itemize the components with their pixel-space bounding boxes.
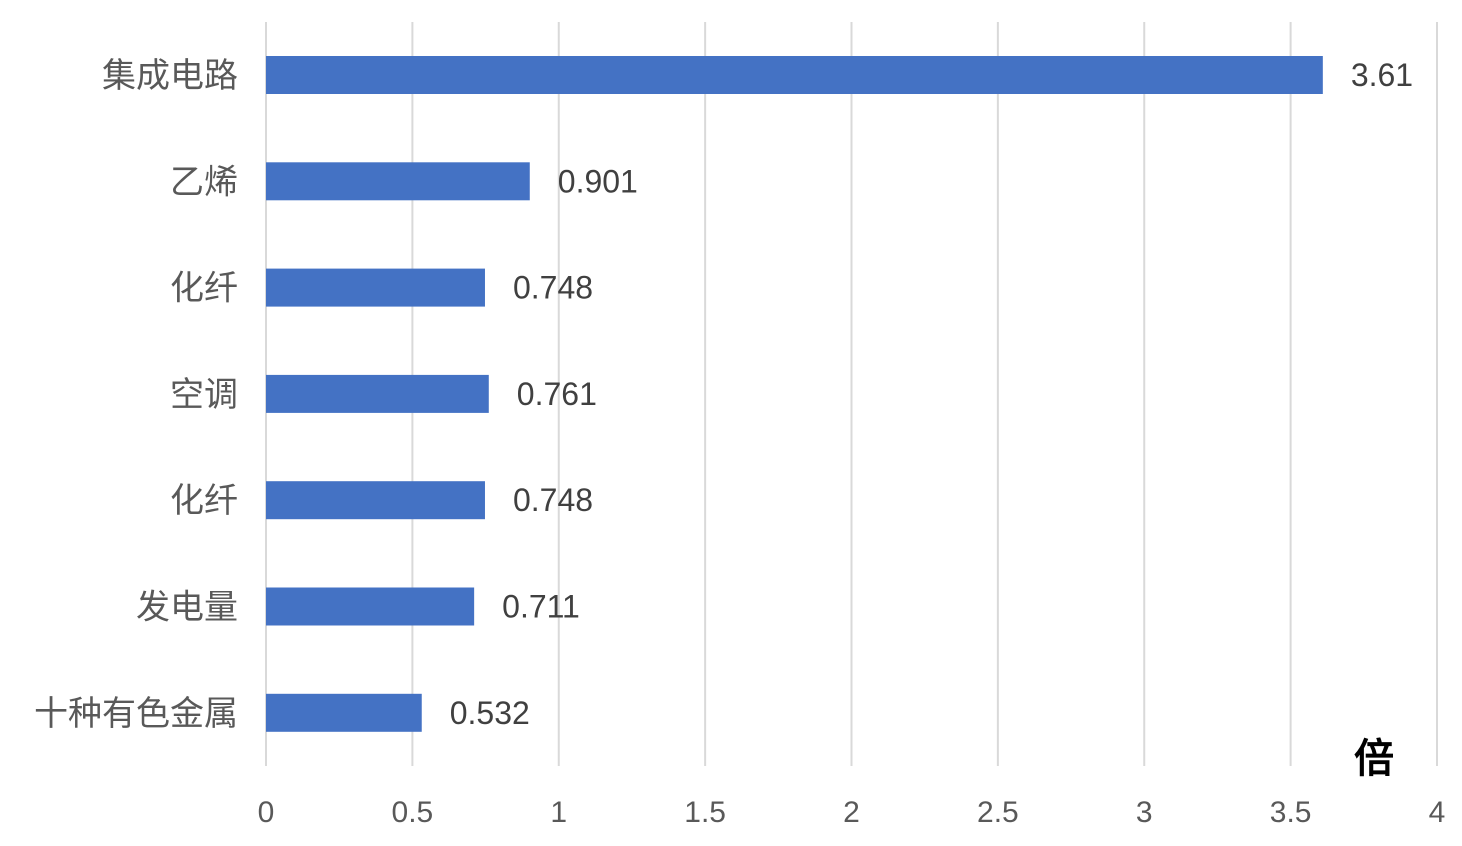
bar — [266, 374, 489, 413]
x-tick-label: 3 — [1136, 796, 1153, 829]
bars — [266, 56, 1323, 732]
category-label: 集成电路 — [102, 56, 238, 96]
data-label: 0.748 — [513, 270, 593, 306]
bar — [266, 268, 485, 307]
category-label: 十种有色金属 — [34, 694, 238, 734]
bar — [266, 56, 1323, 94]
x-tick-label: 2.5 — [977, 796, 1019, 829]
bar — [266, 587, 475, 626]
data-labels: 3.61 0.901 0.748 0.761 0.748 0.711 0.532 — [450, 57, 1413, 731]
x-tick-label: 1.5 — [684, 796, 726, 829]
bar — [266, 162, 530, 201]
x-tick-label: 0 — [258, 796, 275, 829]
unit-label: 倍 — [1354, 736, 1394, 782]
bar — [266, 693, 422, 732]
category-label: 乙烯 — [170, 162, 238, 202]
data-label: 0.748 — [513, 482, 593, 518]
bar — [266, 481, 485, 520]
category-label: 化纤 — [170, 481, 238, 521]
data-label: 0.901 — [558, 163, 638, 199]
x-axis-ticks: 0 0.5 1 1.5 2 2.5 3 3.5 4 — [258, 796, 1446, 829]
data-label: 0.711 — [502, 589, 580, 625]
category-label: 空调 — [170, 375, 238, 415]
x-tick-label: 4 — [1429, 796, 1446, 829]
x-tick-label: 3.5 — [1270, 796, 1312, 829]
data-label: 0.532 — [450, 695, 530, 731]
gridlines — [265, 22, 1438, 766]
data-label: 3.61 — [1351, 57, 1413, 93]
x-tick-label: 1 — [550, 796, 567, 829]
data-label: 0.761 — [517, 376, 597, 412]
x-tick-label: 2 — [843, 796, 860, 829]
category-label: 发电量 — [136, 588, 238, 628]
x-tick-label: 0.5 — [392, 796, 434, 829]
category-label: 化纤 — [170, 269, 238, 309]
